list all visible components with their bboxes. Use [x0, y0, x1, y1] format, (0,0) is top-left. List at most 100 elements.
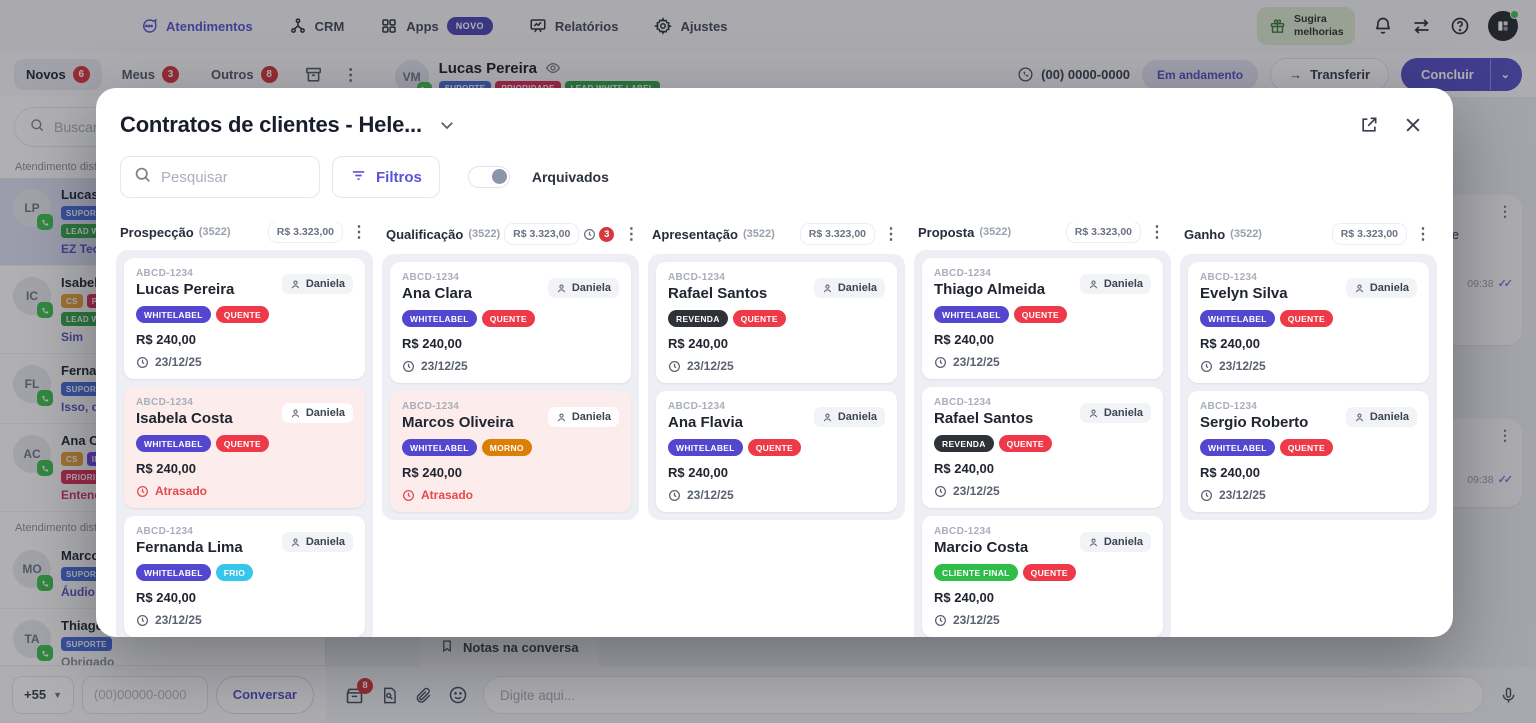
deal-card[interactable]: ABCD-1234 Fernanda Lima Daniela WHITELAB… — [124, 516, 365, 637]
gear-icon — [654, 17, 673, 35]
start-conversation-button[interactable]: Conversar — [215, 675, 314, 714]
message-time: 09:38 — [1467, 473, 1494, 486]
column-count: (3522) — [198, 226, 231, 238]
kebab-menu-icon[interactable]: ⋮ — [342, 66, 359, 84]
phone-number: (00) 0000-0000 — [1041, 67, 1131, 82]
whatsapp-channel-icon — [37, 575, 53, 591]
suggest-label: Sugira melhorias — [1294, 13, 1344, 38]
microphone-icon[interactable] — [1499, 686, 1518, 705]
nav-item-apps[interactable]: Apps NOVO — [380, 17, 493, 35]
nav-item-crm[interactable]: CRM — [289, 17, 344, 35]
deal-card[interactable]: ABCD-1234 Marcos Oliveira Daniela WHITEL… — [390, 391, 631, 512]
deal-card[interactable]: ABCD-1234 Evelyn Silva Daniela WHITELABE… — [1188, 262, 1429, 383]
workspace-avatar[interactable] — [1488, 10, 1519, 41]
whatsapp-channel-icon — [37, 645, 53, 661]
deal-tag: WHITELABEL — [668, 439, 743, 456]
new-phone-input[interactable] — [81, 675, 208, 714]
column-kebab-icon[interactable]: ⋮ — [883, 226, 899, 243]
deal-tags: WHITELABEL MORNO — [402, 439, 619, 456]
deal-tag: QUENTE — [1013, 306, 1067, 323]
badge-row: SUPORTE — [61, 637, 157, 651]
modal-search-input[interactable] — [161, 168, 307, 186]
notes-tab-label: Notas na conversa — [463, 640, 579, 655]
open-in-new-icon[interactable] — [1359, 115, 1379, 135]
deal-name: Marcio Costa — [934, 539, 1029, 556]
nav-item-relatorios[interactable]: Relatórios — [529, 17, 619, 35]
person-icon — [822, 283, 833, 294]
message-kebab-icon[interactable]: ⋮ — [1498, 427, 1512, 443]
filters-button[interactable]: Filtros — [332, 156, 440, 198]
read-receipt-icon: ✓✓ — [1497, 474, 1514, 486]
column-cards: ABCD-1234 Thiago Almeida Daniela WHITELA… — [914, 250, 1171, 637]
transfer-button[interactable]: → Transferir — [1270, 58, 1390, 91]
deal-card[interactable]: ABCD-1234 Rafael Santos Daniela REVENDA Q… — [922, 387, 1163, 508]
deal-card[interactable]: ABCD-1234 Lucas Pereira Daniela WHITELAB… — [124, 258, 365, 379]
message-kebab-icon[interactable]: ⋮ — [1498, 203, 1512, 219]
tab-meus[interactable]: Meus 3 — [110, 59, 191, 90]
deal-tag: QUENTE — [747, 439, 801, 456]
quick-replies-icon[interactable]: 8 — [344, 677, 373, 706]
nav-item-ajustes[interactable]: Ajustes — [654, 17, 727, 35]
new-conversation-footer: +55 ▼ Conversar — [0, 665, 326, 723]
suggest-improvements-button[interactable]: Sugira melhorias — [1257, 7, 1355, 45]
deal-card[interactable]: ABCD-1234 Thiago Almeida Daniela WHITELA… — [922, 258, 1163, 379]
bookmark-icon — [440, 639, 454, 656]
conclude-button[interactable]: Concluir ⌄ — [1401, 58, 1522, 91]
clock-icon — [136, 356, 149, 369]
transfer-arrows-icon[interactable] — [1411, 16, 1432, 37]
person-icon — [556, 283, 567, 294]
column-count: (3522) — [742, 228, 775, 240]
paperclip-icon[interactable] — [414, 686, 433, 705]
emoji-icon[interactable] — [448, 685, 468, 705]
tab-outros[interactable]: Outros 8 — [199, 59, 290, 90]
nav-item-atendimentos[interactable]: Atendimentos — [140, 17, 253, 35]
archive-icon[interactable] — [298, 61, 329, 88]
deal-card[interactable]: ABCD-1234 Isabela Costa Daniela WHITELAB… — [124, 387, 365, 508]
deal-card[interactable]: ABCD-1234 Marcio Costa Daniela CLIENTE F… — [922, 516, 1163, 637]
column-kebab-icon[interactable]: ⋮ — [1415, 226, 1431, 243]
country-code-select[interactable]: +55 ▼ — [12, 675, 74, 714]
person-icon — [1088, 279, 1099, 290]
close-icon[interactable] — [1403, 115, 1423, 135]
deal-card[interactable]: ABCD-1234 Ana Flavia Daniela WHITELABEL Q… — [656, 391, 897, 512]
clock-icon — [668, 489, 681, 502]
tab-novos[interactable]: Novos 6 — [14, 59, 102, 90]
message-preview: Obrigado — [61, 655, 115, 665]
deal-tags: WHITELABEL QUENTE — [668, 439, 885, 456]
chat-bubble-icon — [140, 17, 158, 35]
column-kebab-icon[interactable]: ⋮ — [623, 226, 640, 243]
nav-label: Relatórios — [554, 18, 619, 34]
chevron-down-icon[interactable]: ⌄ — [1489, 59, 1522, 90]
clock-icon — [1200, 489, 1213, 502]
nav-items: Atendimentos CRM Apps NOVO Relatórios Aj… — [140, 17, 727, 35]
modal-header: Contratos de clientes - Hele... — [96, 88, 1453, 138]
deal-card[interactable]: ABCD-1234 Ana Clara Daniela WHITELABEL QU… — [390, 262, 631, 383]
column-cards: ABCD-1234 Rafael Santos Daniela REVENDA Q… — [648, 254, 905, 520]
column-total: R$ 3.323,00 — [1066, 222, 1140, 242]
chevron-down-icon[interactable] — [438, 116, 456, 134]
column-kebab-icon[interactable]: ⋮ — [1149, 224, 1165, 241]
deal-name: Ana Clara — [402, 285, 473, 302]
document-icon[interactable] — [380, 686, 399, 705]
column-kebab-icon[interactable]: ⋮ — [351, 224, 367, 241]
eye-icon[interactable] — [545, 60, 561, 76]
modal-controls: Filtros Arquivados — [96, 138, 1453, 198]
deal-due-date: 23/12/25 — [1200, 359, 1417, 373]
deal-due-date: 23/12/25 — [934, 613, 1151, 627]
search-icon — [29, 117, 45, 138]
message-input[interactable] — [483, 676, 1484, 714]
deal-tag: QUENTE — [215, 435, 269, 452]
modal-search[interactable] — [120, 156, 320, 198]
help-icon[interactable] — [1450, 16, 1470, 36]
deal-due-date: 23/12/25 — [136, 355, 353, 369]
gift-icon — [1269, 18, 1286, 35]
tab-label: Meus — [121, 67, 155, 82]
bell-icon[interactable] — [1373, 16, 1393, 36]
owner-chip: Daniela — [547, 278, 619, 298]
archived-toggle[interactable] — [467, 166, 510, 188]
deal-due-date: 23/12/25 — [668, 488, 885, 502]
deal-card[interactable]: ABCD-1234 Sergio Roberto Daniela WHITELA… — [1188, 391, 1429, 512]
deal-card[interactable]: ABCD-1234 Rafael Santos Daniela REVENDA Q… — [656, 262, 897, 383]
novo-badge: NOVO — [446, 17, 493, 35]
